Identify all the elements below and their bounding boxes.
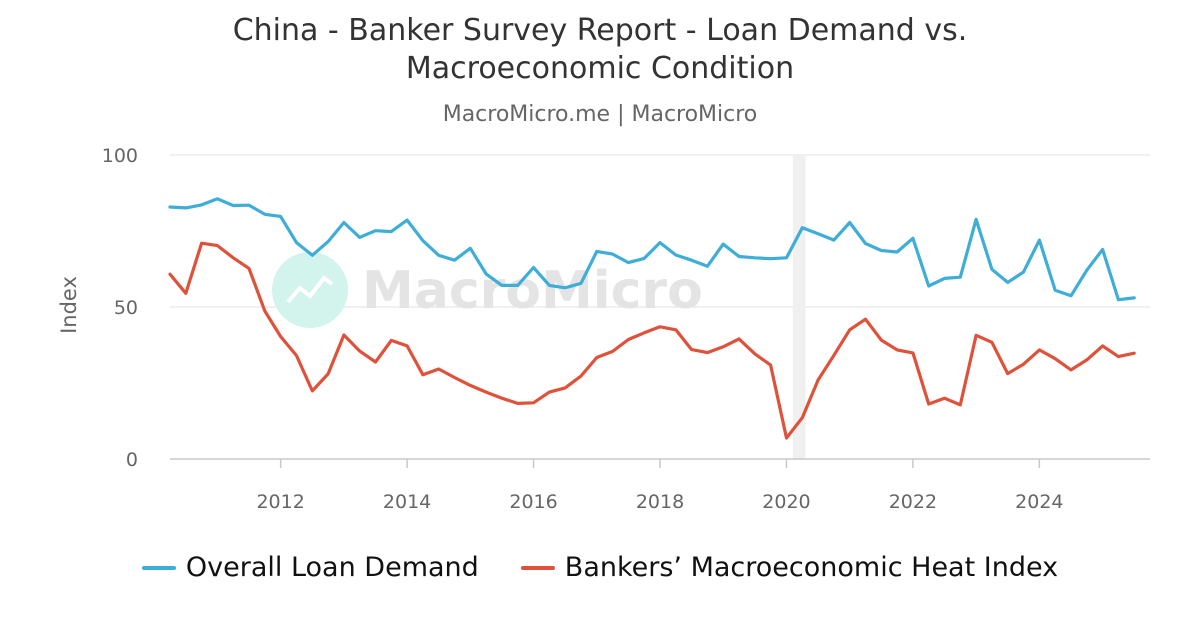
x-tick-label-2020: 2020 <box>762 491 810 513</box>
y-tick-label-0: 0 <box>126 449 138 471</box>
watermark-logo: MacroMicro <box>272 252 703 328</box>
series-line-0 <box>168 197 1136 302</box>
legend-swatch-macro-heat-index <box>520 565 555 570</box>
x-tick-label-2016: 2016 <box>509 491 557 513</box>
watermark-logo-glyph <box>286 275 334 304</box>
chart-title-line2: Macroeconomic Condition <box>405 51 795 86</box>
legend-label-overall-loan-demand: Overall Loan Demand <box>185 552 479 583</box>
legend-item-macro-heat-index[interactable]: Bankers’ Macroeconomic Heat Index <box>520 552 1059 583</box>
chart-title-line1: China - Banker Survey Report - Loan Dema… <box>232 13 968 48</box>
x-tick-label-2024: 2024 <box>1015 491 1063 513</box>
x-tick-label-2014: 2014 <box>383 491 431 513</box>
legend: Overall Loan Demand Bankers’ Macroeconom… <box>0 552 1200 583</box>
x-tick-label-2022: 2022 <box>889 491 937 513</box>
axes: 0 50 100 2012 2014 2016 2018 2020 2022 2024 <box>102 145 1150 513</box>
watermark-logo-icon <box>272 252 348 328</box>
y-axis-label: Index <box>57 276 81 334</box>
legend-label-macro-heat-index: Bankers’ Macroeconomic Heat Index <box>564 552 1059 583</box>
y-tick-label-50: 50 <box>114 297 138 319</box>
series-lines <box>168 197 1136 440</box>
series-line-1 <box>168 241 1136 440</box>
x-tick-label-2018: 2018 <box>636 491 684 513</box>
y-tick-label-100: 100 <box>102 145 138 167</box>
chart-subtitle: MacroMicro.me | MacroMicro <box>442 102 758 127</box>
chart-title: China - Banker Survey Report - Loan Dema… <box>0 12 1200 88</box>
legend-item-overall-loan-demand[interactable]: Overall Loan Demand <box>141 552 479 583</box>
legend-swatch-overall-loan-demand <box>141 565 176 570</box>
x-tick-label-2012: 2012 <box>256 491 304 513</box>
